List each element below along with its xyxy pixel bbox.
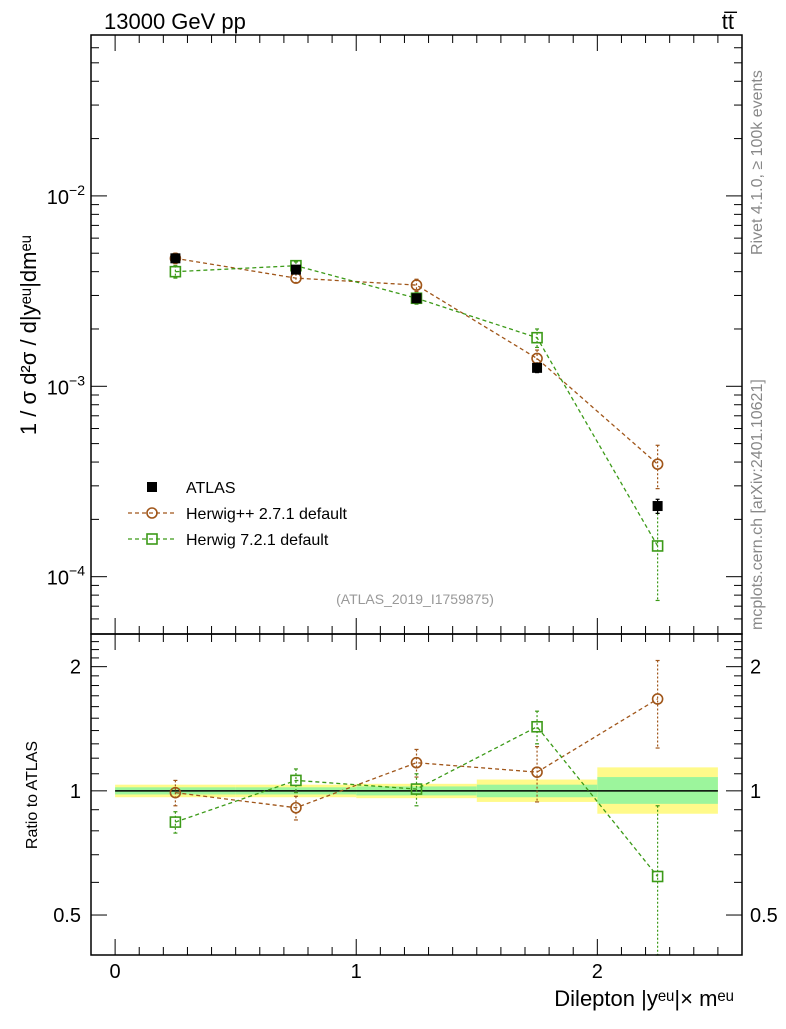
- point-herwigpp: [651, 693, 664, 705]
- point-herwigpp: [531, 352, 543, 365]
- analysis-label: (ATLAS_2019_I1759875): [336, 591, 494, 607]
- point-data: [290, 264, 301, 275]
- point-herwig7: [531, 720, 543, 733]
- ratio-y-tick-label-left: 2: [70, 657, 81, 679]
- point-herwig7: [169, 816, 182, 828]
- point-herwig7: [290, 774, 302, 787]
- legend-marker-herwigpp: [146, 507, 158, 519]
- main-y-tick-label: 10−4: [47, 563, 85, 590]
- ratio-y-tick-label-left: 1: [70, 781, 81, 803]
- point-data: [411, 293, 422, 304]
- point-herwigpp: [169, 786, 182, 799]
- ratio-frame: [90, 633, 743, 956]
- ratio-plot-marks: [169, 659, 664, 956]
- point-herwigpp: [290, 801, 302, 814]
- main-y-tick-label: 10−3: [47, 372, 85, 399]
- ratio-y-tick-label-right: 1: [750, 781, 761, 803]
- point-data: [170, 253, 181, 264]
- x-tick-label: 1: [351, 961, 362, 983]
- legend-marker-herwig7: [146, 533, 158, 545]
- series-line-herwig7: [175, 265, 659, 547]
- point-herwigpp: [651, 458, 664, 470]
- series-line-herwig7: [175, 725, 659, 877]
- axis-ticks: 10−2 10−3 10−4 2 2 1 1 0.5 0.5 0 1 2: [47, 34, 778, 983]
- legend-label-herwigpp: Herwig++ 2.7.1 default: [186, 506, 348, 523]
- point-herwigpp: [410, 756, 423, 769]
- main-y-tick-label: 10−2: [47, 182, 85, 209]
- legend-label-data: ATLAS: [186, 480, 236, 497]
- x-tick-label: 0: [110, 961, 121, 983]
- ratio-y-tick-label-right: 0.5: [750, 905, 778, 927]
- point-herwig7: [410, 783, 423, 795]
- rivet-label: Rivet 4.1.0, ≥ 100k events: [749, 70, 766, 255]
- point-data: [652, 501, 663, 512]
- point-herwig7: [651, 540, 664, 552]
- ratio-y-tick-label-left: 0.5: [53, 905, 81, 927]
- legend-label-herwig7: Herwig 7.2.1 default: [186, 532, 329, 549]
- point-herwigpp: [410, 279, 423, 291]
- mcplots-label: mcplots.cern.ch [arXiv:2401.10621]: [749, 379, 766, 630]
- point-herwigpp: [531, 766, 543, 778]
- energy-label: 13000 GeV pp: [104, 9, 246, 34]
- point-herwig7: [531, 331, 543, 344]
- ratio-y-tick-label-right: 2: [750, 657, 761, 679]
- legend-marker-data: [147, 482, 157, 492]
- x-tick-label: 2: [592, 961, 603, 983]
- main-plot-marks: [169, 252, 664, 602]
- point-herwig7: [651, 870, 664, 883]
- legend: ATLAS Herwig++ 2.7.1 default Herwig 7.2.1 …: [128, 480, 348, 549]
- x-axis-label: Dilepton |yᵉᵘ|× mᵉᵘ: [554, 986, 734, 1011]
- process-label: tt̅: [722, 9, 738, 34]
- point-herwig7: [169, 265, 182, 278]
- point-data: [532, 362, 543, 373]
- series-line-herwigpp: [175, 698, 658, 809]
- plot-frames: [90, 34, 743, 956]
- series-line-herwigpp: [175, 257, 659, 465]
- main-ylabel: 1 / σ d²σ / d|yᵉᵘ|dmᵉᵘ: [16, 235, 41, 435]
- ratio-ylabel: Ratio to ATLAS: [24, 741, 41, 849]
